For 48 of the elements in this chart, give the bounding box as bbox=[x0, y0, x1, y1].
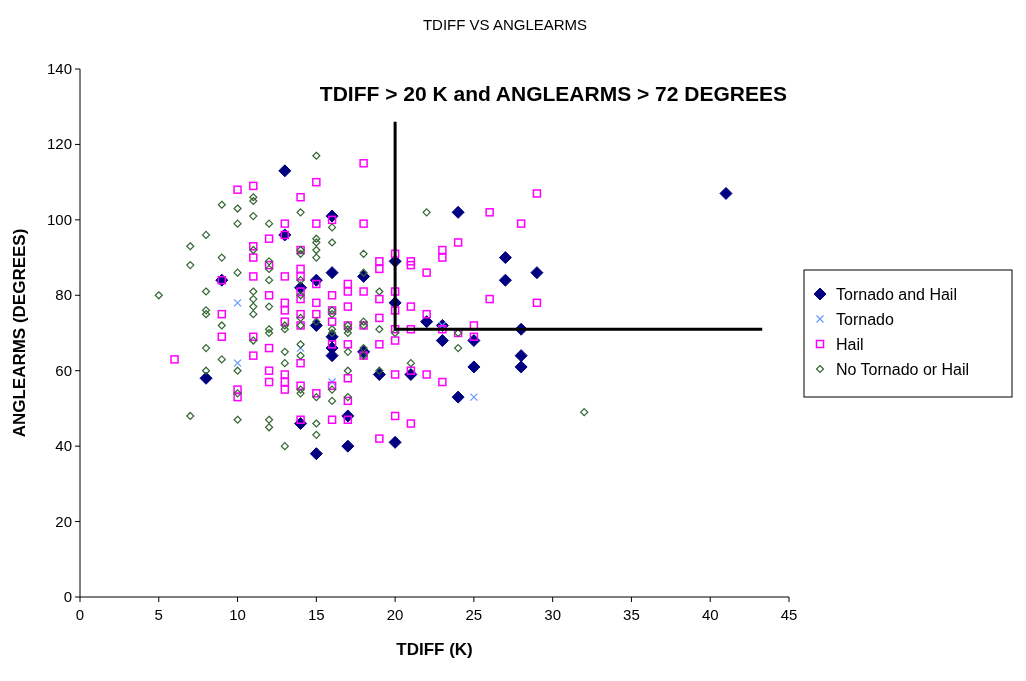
point bbox=[498, 273, 512, 287]
x-tick-label: 5 bbox=[154, 606, 163, 623]
point bbox=[514, 349, 528, 363]
point bbox=[325, 349, 339, 363]
y-tick-label: 120 bbox=[46, 135, 72, 153]
point bbox=[451, 205, 465, 219]
point bbox=[388, 435, 402, 449]
point bbox=[420, 315, 434, 329]
y-axis-title: ANGLEARMS (DEGREES) bbox=[10, 228, 29, 438]
x-tick-label: 20 bbox=[386, 606, 404, 623]
point bbox=[327, 377, 337, 387]
point bbox=[341, 439, 355, 453]
x-tick-label: 25 bbox=[465, 606, 483, 623]
y-tick-label: 20 bbox=[55, 512, 72, 530]
point bbox=[530, 266, 544, 280]
chart-title: TDIFF VS ANGLEARMS bbox=[422, 16, 588, 33]
point bbox=[498, 251, 512, 265]
y-tick-label: 0 bbox=[63, 588, 72, 605]
x-tick-label: 10 bbox=[229, 606, 246, 623]
y-tick-label: 140 bbox=[46, 60, 72, 77]
y-tick-label: 60 bbox=[55, 361, 72, 379]
point bbox=[719, 186, 733, 200]
point bbox=[233, 359, 242, 368]
y-tick-label: 80 bbox=[55, 286, 72, 304]
point bbox=[233, 298, 242, 307]
point bbox=[451, 390, 465, 404]
x-tick-label: 15 bbox=[307, 606, 325, 623]
point bbox=[469, 393, 478, 402]
x-tick-label: 30 bbox=[544, 606, 562, 623]
legend-label: Tornado bbox=[836, 311, 894, 328]
legend-label: No Tornado or Hail bbox=[836, 361, 970, 378]
point bbox=[467, 360, 481, 374]
x-axis-title: TDIFF (K) bbox=[396, 640, 473, 659]
point bbox=[435, 334, 449, 348]
point bbox=[278, 164, 292, 178]
annotation: TDIFF > 20 K and ANGLEARMS > 72 DEGREES bbox=[319, 82, 787, 105]
point bbox=[514, 360, 528, 374]
x-tick-label: 35 bbox=[623, 606, 640, 623]
x-tick-label: 45 bbox=[780, 606, 798, 623]
x-tick-label: 0 bbox=[75, 606, 85, 623]
y-tick-label: 40 bbox=[55, 437, 72, 455]
point bbox=[325, 266, 339, 280]
point bbox=[199, 371, 213, 385]
y-tick-label: 100 bbox=[46, 210, 72, 228]
point bbox=[309, 447, 323, 461]
legend-label: Tornado and Hail bbox=[836, 286, 957, 303]
x-tick-label: 40 bbox=[701, 606, 719, 623]
legend-label: Hail bbox=[836, 336, 864, 353]
